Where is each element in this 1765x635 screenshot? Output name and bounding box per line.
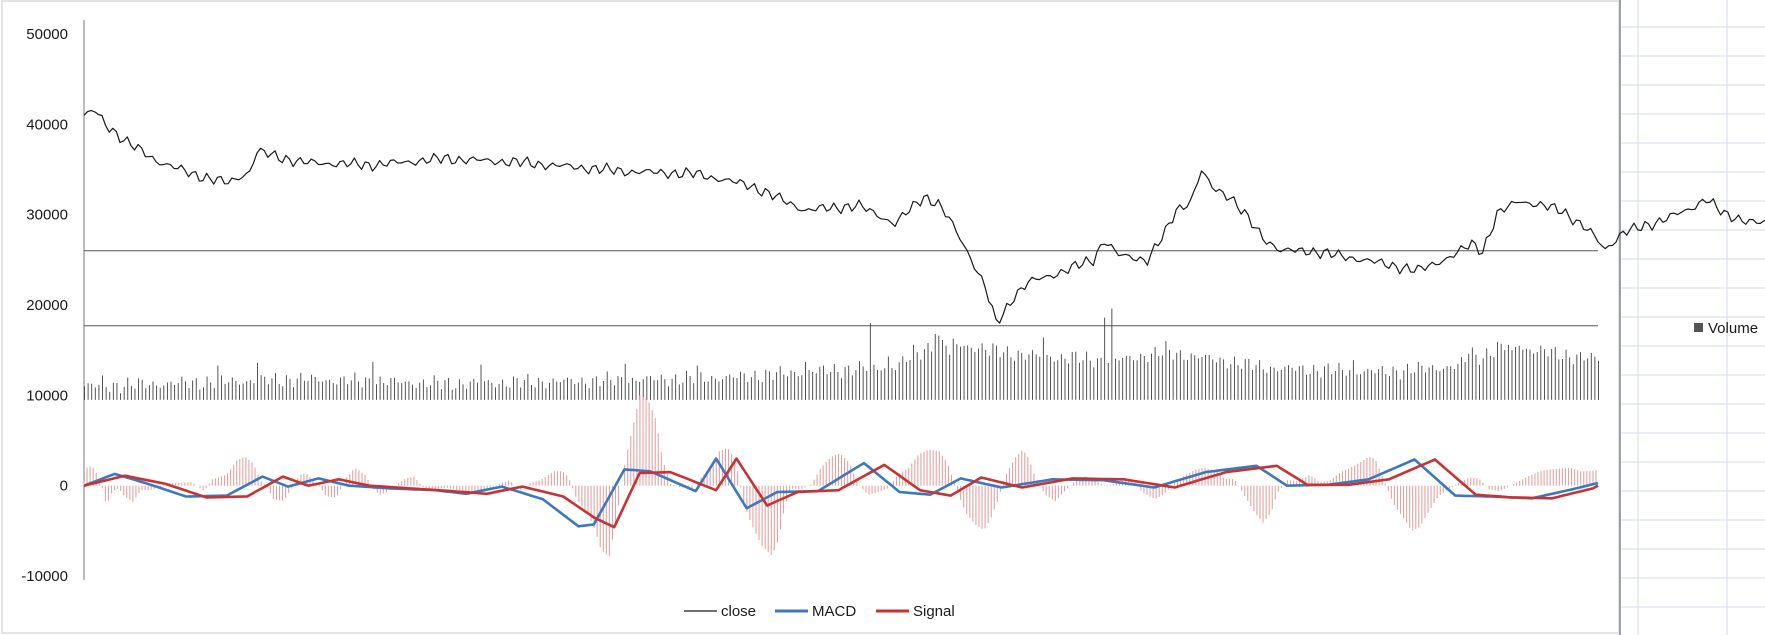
y-tick-label: 20000 [26,297,68,314]
volume-bars [84,308,1599,400]
legend: close MACD Signal [684,603,955,620]
y-tick-label: -10000 [21,568,68,585]
series-line-close [83,109,1765,324]
legend-label: close [721,603,756,620]
y-tick-label: 0 [60,478,68,495]
volume-legend-swatch [1694,323,1703,332]
series-line-macd [83,457,1599,528]
y-tick-label: 50000 [26,26,68,43]
y-tick-label: 40000 [26,116,68,133]
y-tick-label: 10000 [26,387,68,404]
volume-legend: Volume [1694,320,1758,337]
chart-border [1,0,1620,634]
series-line-signal [83,457,1599,529]
legend-label: Signal [913,603,955,620]
macd-histogram [83,395,1597,557]
series-lines [83,109,1765,529]
reference-lines [84,250,1598,327]
volume-legend-label: Volume [1708,320,1758,337]
legend-label: MACD [812,603,856,620]
y-tick-label: 30000 [26,207,68,224]
y-axis-ticks: 50000 40000 30000 20000 10000 0 -10000 [21,26,68,585]
